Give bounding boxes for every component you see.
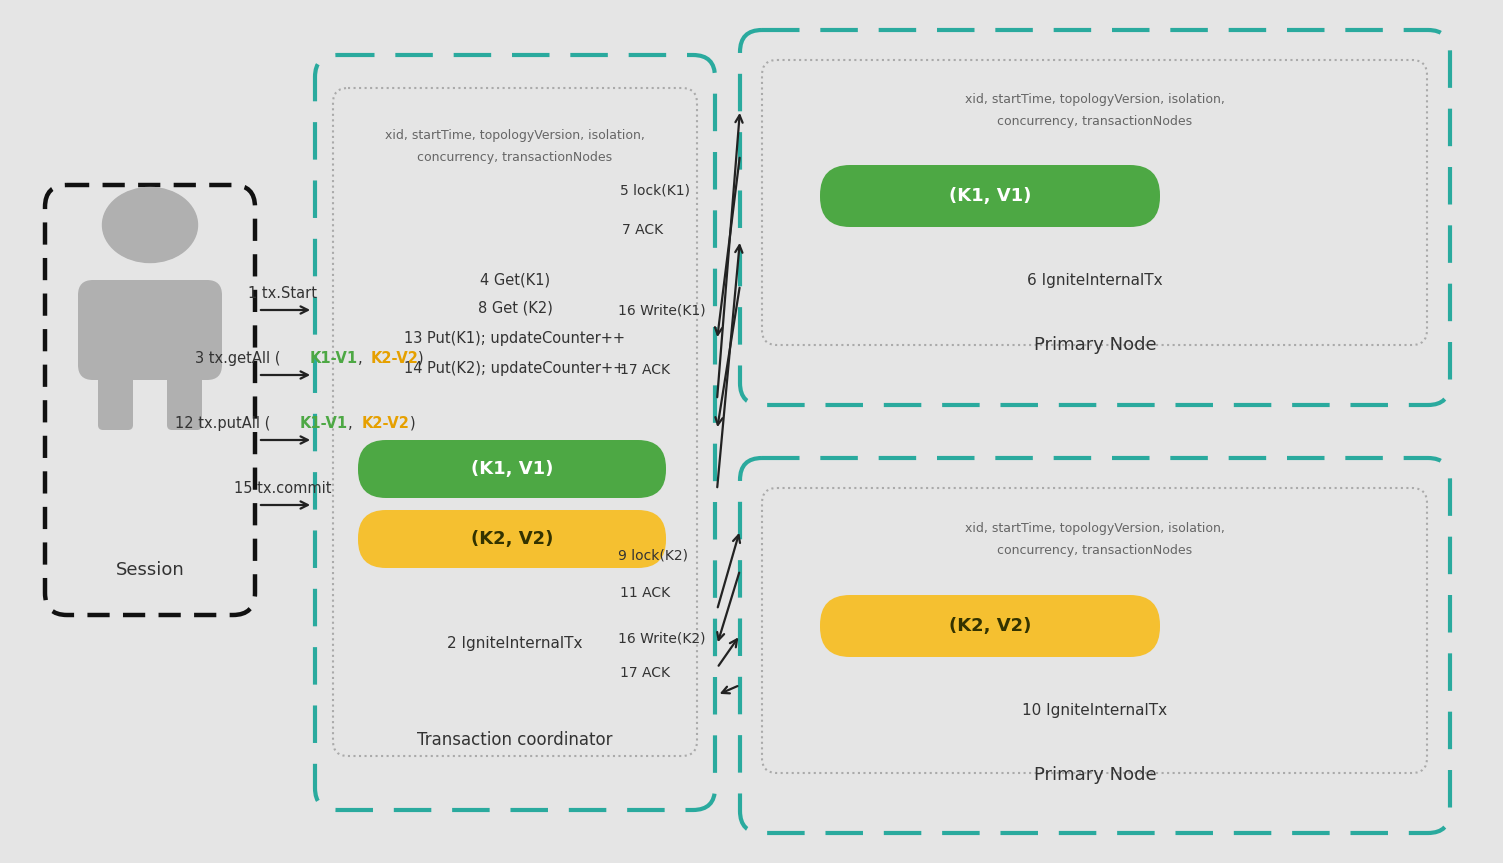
Text: 8 Get (K2): 8 Get (K2) xyxy=(478,300,553,316)
FancyBboxPatch shape xyxy=(18,18,1485,845)
Text: 6 IgniteInternalTx: 6 IgniteInternalTx xyxy=(1027,273,1163,287)
Text: (K1, V1): (K1, V1) xyxy=(470,460,553,478)
Text: K1-V1: K1-V1 xyxy=(301,415,349,431)
Text: 2 IgniteInternalTx: 2 IgniteInternalTx xyxy=(448,635,583,651)
Text: 16 Write(K1): 16 Write(K1) xyxy=(618,303,705,317)
FancyBboxPatch shape xyxy=(821,595,1160,657)
Text: 14 Put(K2); updateCounter++: 14 Put(K2); updateCounter++ xyxy=(404,361,625,375)
Text: 9 lock(K2): 9 lock(K2) xyxy=(618,548,688,562)
Text: 7 ACK: 7 ACK xyxy=(622,223,663,237)
Text: xid, startTime, topologyVersion, isolation,: xid, startTime, topologyVersion, isolati… xyxy=(965,521,1225,534)
Text: Primary Node: Primary Node xyxy=(1034,336,1156,354)
Text: 13 Put(K1); updateCounter++: 13 Put(K1); updateCounter++ xyxy=(404,331,625,345)
Text: K1-V1: K1-V1 xyxy=(310,350,358,366)
Text: 11 ACK: 11 ACK xyxy=(621,586,670,600)
Text: 12 tx.putAll (: 12 tx.putAll ( xyxy=(174,415,271,431)
FancyBboxPatch shape xyxy=(167,375,201,430)
Text: (K1, V1): (K1, V1) xyxy=(948,187,1031,205)
FancyBboxPatch shape xyxy=(358,510,666,568)
Text: ): ) xyxy=(410,415,416,431)
Text: concurrency, transactionNodes: concurrency, transactionNodes xyxy=(418,152,613,165)
Ellipse shape xyxy=(102,187,197,262)
Text: ,: , xyxy=(349,415,358,431)
FancyBboxPatch shape xyxy=(78,280,222,380)
Text: K2-V2: K2-V2 xyxy=(371,350,419,366)
Text: 4 Get(K1): 4 Get(K1) xyxy=(479,273,550,287)
Text: 15 tx.commit: 15 tx.commit xyxy=(234,481,332,495)
Text: (K2, V2): (K2, V2) xyxy=(948,617,1031,635)
Text: Transaction coordinator: Transaction coordinator xyxy=(418,731,613,749)
Text: concurrency, transactionNodes: concurrency, transactionNodes xyxy=(998,116,1192,129)
Text: ,: , xyxy=(358,350,367,366)
Text: 17 ACK: 17 ACK xyxy=(621,363,670,377)
FancyBboxPatch shape xyxy=(358,440,666,498)
Text: xid, startTime, topologyVersion, isolation,: xid, startTime, topologyVersion, isolati… xyxy=(965,93,1225,106)
Text: xid, startTime, topologyVersion, isolation,: xid, startTime, topologyVersion, isolati… xyxy=(385,129,645,142)
Text: Primary Node: Primary Node xyxy=(1034,766,1156,784)
Text: concurrency, transactionNodes: concurrency, transactionNodes xyxy=(998,544,1192,557)
Text: ): ) xyxy=(418,350,424,366)
Text: (K2, V2): (K2, V2) xyxy=(470,530,553,548)
Text: 10 IgniteInternalTx: 10 IgniteInternalTx xyxy=(1022,702,1168,717)
Text: K2-V2: K2-V2 xyxy=(362,415,410,431)
FancyBboxPatch shape xyxy=(821,165,1160,227)
Text: 5 lock(K1): 5 lock(K1) xyxy=(621,183,690,197)
Text: 3 tx.getAll (: 3 tx.getAll ( xyxy=(195,350,281,366)
Text: 1 tx.Start: 1 tx.Start xyxy=(248,286,317,300)
Text: 16 Write(K2): 16 Write(K2) xyxy=(618,631,705,645)
FancyBboxPatch shape xyxy=(98,375,132,430)
Text: Session: Session xyxy=(116,561,185,579)
Text: 17 ACK: 17 ACK xyxy=(621,666,670,680)
